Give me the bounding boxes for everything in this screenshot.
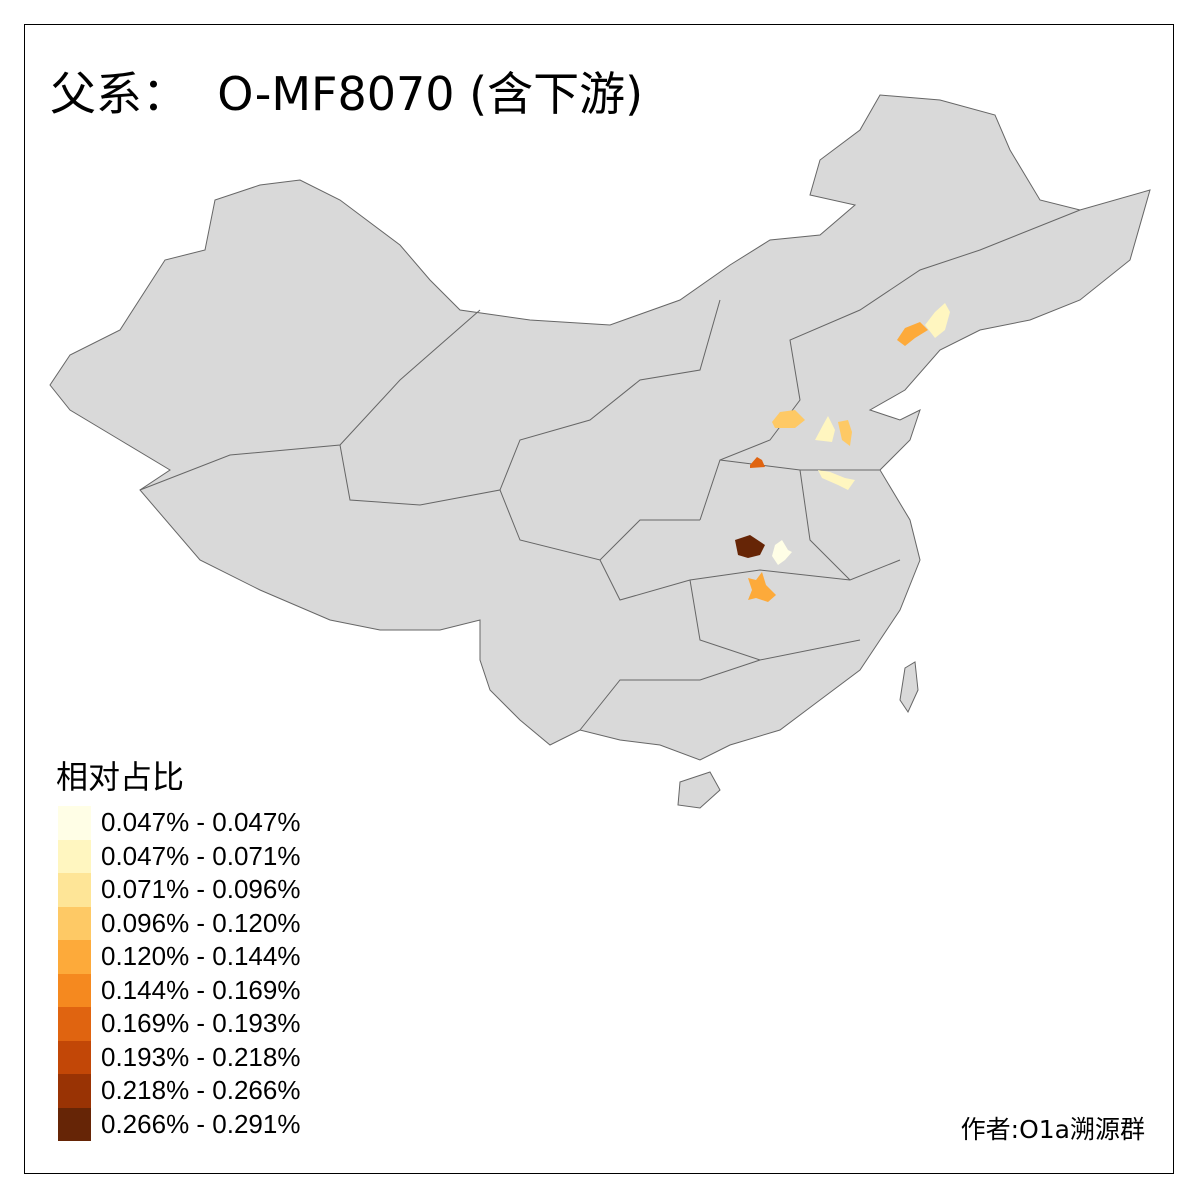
legend-swatch [58, 1040, 91, 1074]
highlighted-region [750, 457, 765, 468]
map-title: 父系： O-MF8070 (含下游) [50, 67, 644, 121]
legend-label: 0.071% - 0.096% [101, 874, 301, 905]
legend-label: 0.047% - 0.071% [101, 840, 301, 871]
highlighted-region [735, 535, 765, 558]
legend-label: 0.047% - 0.047% [101, 807, 301, 838]
legend-swatch [58, 839, 91, 873]
legend-item: 0.144% - 0.169% [58, 973, 301, 1007]
highlighted-region [897, 322, 928, 346]
legend-label: 0.096% - 0.120% [101, 907, 301, 938]
legend-item: 0.096% - 0.120% [58, 906, 301, 940]
legend-label: 0.120% - 0.144% [101, 941, 301, 972]
legend-item: 0.071% - 0.096% [58, 873, 300, 907]
highlighted-region [815, 416, 835, 442]
legend-swatch [58, 1107, 91, 1141]
legend-label: 0.169% - 0.193% [101, 1008, 301, 1039]
hainan [677, 771, 721, 809]
legend-swatch [58, 973, 91, 1007]
legend-item: 0.047% - 0.047% [58, 806, 300, 840]
legend-item: 0.266% - 0.291% [58, 1107, 301, 1141]
province-borders [139, 209, 1081, 731]
legend-item: 0.169% - 0.193% [58, 1007, 300, 1041]
highlighted-region [748, 572, 776, 602]
legend-swatch [58, 1074, 91, 1108]
legend-label: 0.218% - 0.266% [101, 1075, 301, 1106]
taiwan [899, 661, 919, 714]
legend-label: 0.144% - 0.169% [101, 974, 301, 1005]
map-frame [24, 24, 1174, 1174]
legend-item: 0.120% - 0.144% [58, 940, 300, 974]
legend-swatch [58, 906, 91, 940]
legend-swatch [58, 940, 91, 974]
legend-item: 0.218% - 0.266% [58, 1074, 300, 1108]
highlighted-region [772, 410, 805, 428]
china-landmass [49, 94, 1151, 761]
legend-swatch [58, 806, 91, 840]
legend-swatch [58, 1007, 91, 1041]
legend-label: 0.193% - 0.218% [101, 1041, 301, 1072]
legend-swatch [58, 873, 91, 907]
legend-title: 相对占比 [56, 758, 185, 796]
legend: 0.047% - 0.047% 0.047% - 0.071% 0.071% - 0… [58, 806, 300, 1141]
legend-label: 0.266% - 0.291% [101, 1108, 301, 1139]
highlighted-region [818, 470, 855, 490]
author-credit: 作者:O1a溯源群 [960, 1115, 1145, 1144]
legend-item: 0.193% - 0.218% [58, 1040, 301, 1074]
legend-item: 0.047% - 0.071% [58, 839, 301, 873]
highlighted-region [838, 420, 852, 446]
highlighted-region [925, 303, 950, 338]
highlighted-region [772, 540, 792, 565]
